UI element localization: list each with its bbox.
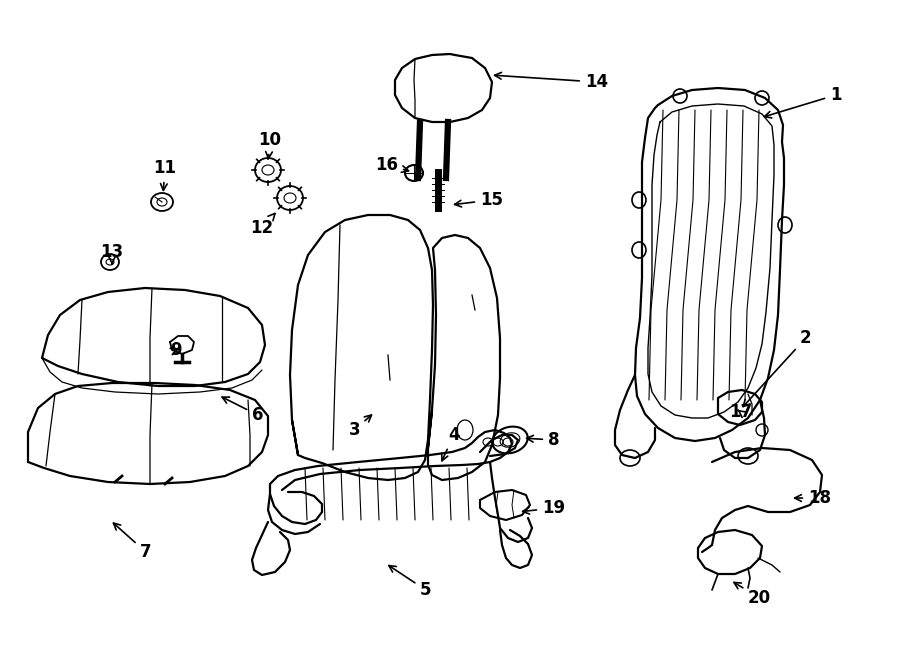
- Text: 19: 19: [523, 499, 565, 517]
- Text: 9: 9: [170, 341, 182, 359]
- Text: 14: 14: [495, 73, 608, 91]
- Text: 10: 10: [258, 131, 282, 159]
- Text: 4: 4: [442, 426, 460, 461]
- Text: 15: 15: [454, 191, 503, 209]
- Text: 2: 2: [743, 329, 812, 407]
- Text: 20: 20: [734, 582, 771, 607]
- Text: 6: 6: [222, 397, 264, 424]
- Text: 5: 5: [389, 566, 431, 599]
- Text: 3: 3: [348, 415, 372, 439]
- Text: 18: 18: [795, 489, 831, 507]
- Text: 8: 8: [526, 431, 560, 449]
- Text: 17: 17: [729, 403, 752, 421]
- Text: 1: 1: [764, 86, 842, 118]
- Text: 13: 13: [101, 243, 123, 264]
- Text: 12: 12: [250, 214, 275, 237]
- Text: 16: 16: [375, 156, 409, 174]
- Text: 7: 7: [113, 523, 151, 561]
- Text: 11: 11: [154, 159, 176, 190]
